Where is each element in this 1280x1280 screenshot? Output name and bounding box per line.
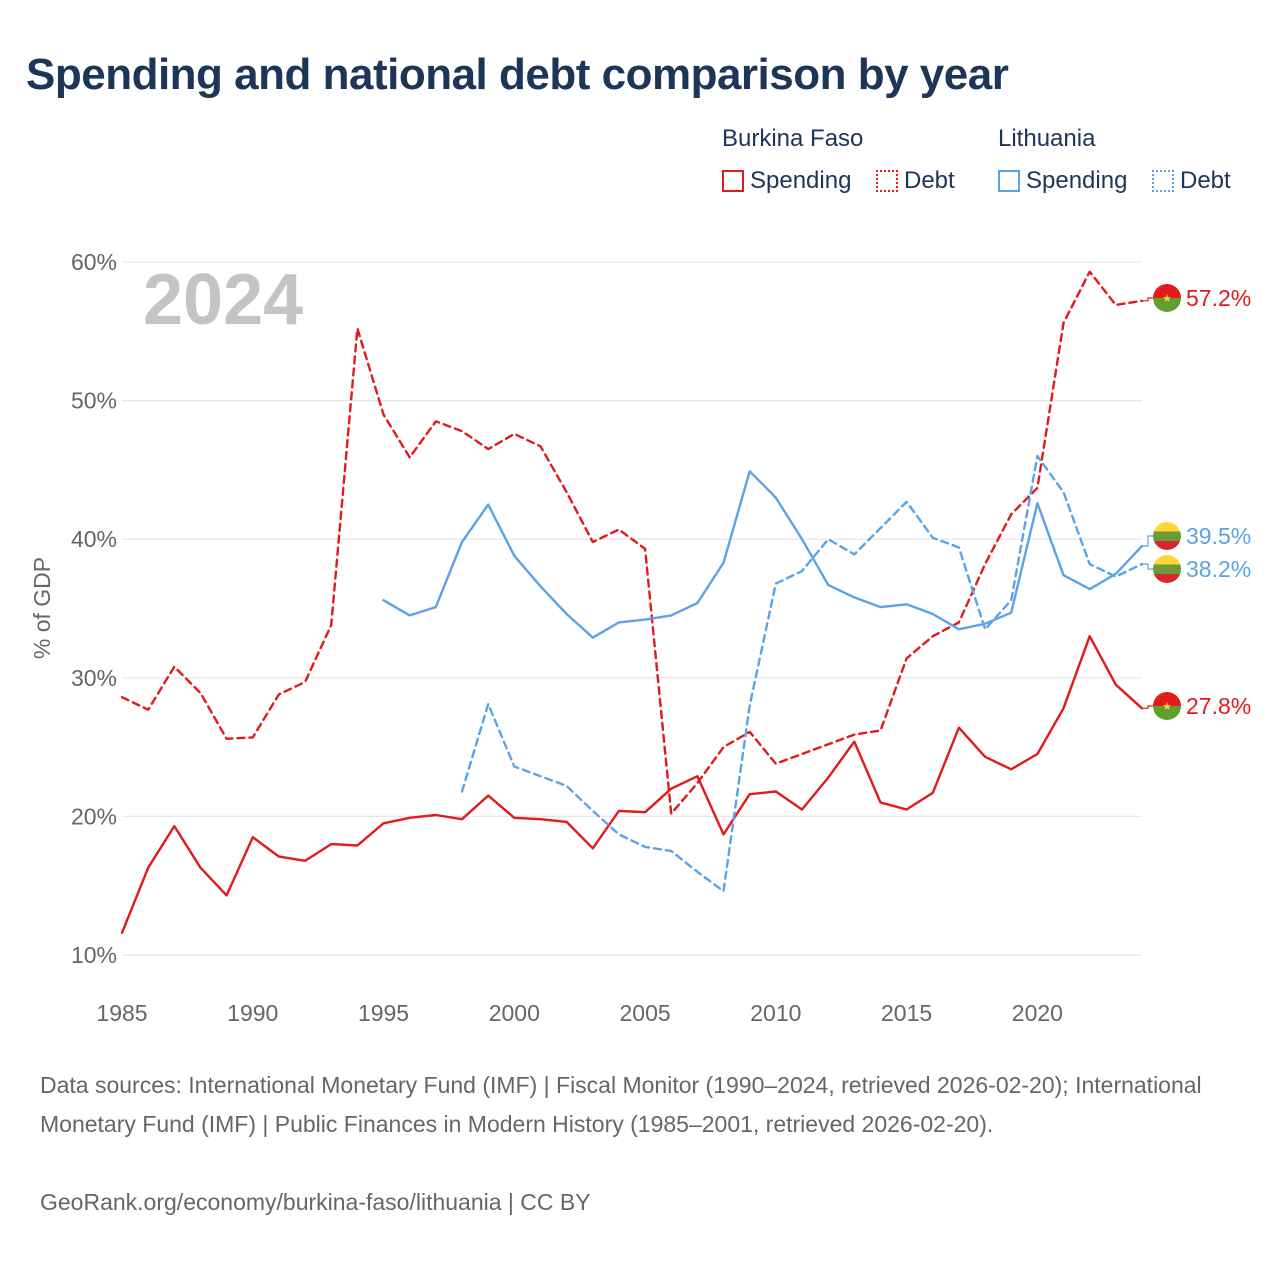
legend-swatch-solid-icon xyxy=(998,170,1020,192)
footer-sources: Data sources: International Monetary Fun… xyxy=(40,1072,1202,1137)
y-tick-label: 60% xyxy=(71,249,117,275)
series-layer xyxy=(120,270,1144,934)
end-label-layer: ★ 27.8% ★ 57.2% 39.5% 38.2% xyxy=(1142,284,1251,720)
x-tick-label: 2015 xyxy=(881,1000,932,1026)
y-tick-label: 30% xyxy=(71,665,117,691)
series-line-burkina-faso-spending[interactable] xyxy=(120,635,1144,934)
y-tick-label: 20% xyxy=(71,803,117,829)
flag-star-icon: ★ xyxy=(1162,293,1172,305)
x-tick-label: 1990 xyxy=(227,1000,278,1026)
legend-label: Spending xyxy=(750,167,852,194)
y-tick-label: 10% xyxy=(71,942,117,968)
end-value-label: 39.5% xyxy=(1186,523,1251,549)
legend-item-burkina-spending[interactable]: Spending xyxy=(722,167,851,195)
legend-label: Spending xyxy=(1026,167,1128,194)
lithuania-flag-icon xyxy=(1153,555,1181,583)
y-tick-label: 40% xyxy=(71,526,117,552)
legend-item-burkina-debt[interactable]: Debt xyxy=(876,167,955,195)
flag-star-icon: ★ xyxy=(1162,701,1172,713)
year-watermark: 2024 xyxy=(143,260,303,340)
x-tick-label: 1985 xyxy=(96,1000,147,1026)
lithuania-flag-icon xyxy=(1153,522,1181,550)
y-tick-label: 50% xyxy=(71,388,117,414)
burkina-faso-flag-icon: ★ xyxy=(1153,692,1181,720)
end-connector xyxy=(1142,297,1153,302)
end-value-label: 57.2% xyxy=(1186,285,1251,311)
series-line-lithuania-spending[interactable] xyxy=(382,470,1144,639)
x-tick-label: 2020 xyxy=(1012,1000,1063,1026)
legend-swatch-dotted-icon xyxy=(1152,170,1174,192)
x-tick-label: 2000 xyxy=(489,1000,540,1026)
x-tick-label: 2010 xyxy=(750,1000,801,1026)
grid-layer: 10% 20% 30% 40% 50% 60% 1985 1990 1995 2000 2005 20… xyxy=(71,249,1142,1026)
x-tick-label: 1995 xyxy=(358,1000,409,1026)
series-line-burkina-faso-debt[interactable] xyxy=(120,270,1144,815)
legend-item-lithuania-spending[interactable]: Spending xyxy=(998,167,1127,195)
legend-swatch-dotted-icon xyxy=(876,170,898,192)
end-connector xyxy=(1142,535,1153,547)
line-chart: 10% 20% 30% 40% 50% 60% 1985 1990 1995 2000 2005 20… xyxy=(29,249,1251,1026)
legend-label: Debt xyxy=(904,167,955,194)
burkina-faso-flag-icon: ★ xyxy=(1153,284,1181,312)
legend-group-burkina: Burkina Faso xyxy=(722,125,864,152)
legend-item-lithuania-debt[interactable]: Debt xyxy=(1152,167,1231,195)
legend-label: Debt xyxy=(1180,167,1231,194)
footer-credit: GeoRank.org/economy/burkina-faso/lithuan… xyxy=(40,1189,591,1215)
page-title: Spending and national debt comparison by… xyxy=(26,50,1009,99)
end-connector xyxy=(1142,705,1153,709)
legend-swatch-solid-icon xyxy=(722,170,744,192)
end-value-label: 27.8% xyxy=(1186,693,1251,719)
series-line-lithuania-debt[interactable] xyxy=(460,454,1144,893)
y-axis-label: % of GDP xyxy=(29,557,55,659)
legend-group-lithuania: Lithuania xyxy=(998,125,1096,152)
x-tick-label: 2005 xyxy=(619,1000,670,1026)
end-connector xyxy=(1142,563,1153,570)
end-value-label: 38.2% xyxy=(1186,556,1251,582)
